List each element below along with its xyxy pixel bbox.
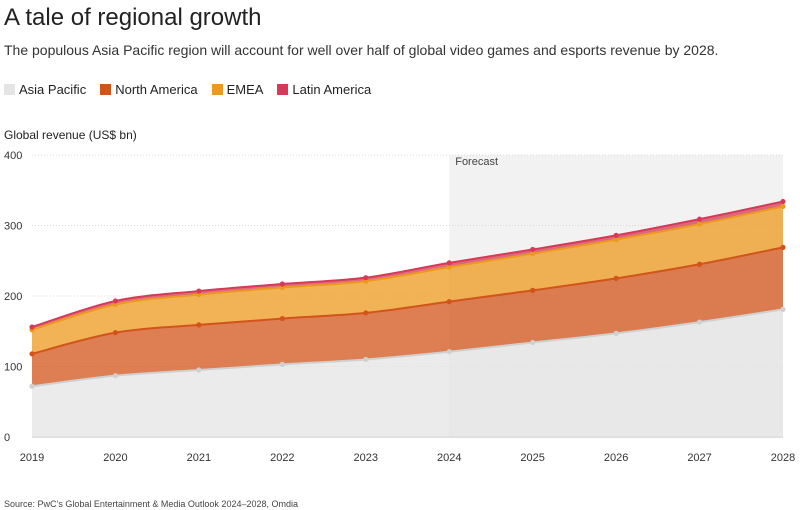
point-north-america-2020 [112,330,119,336]
y-axis-label: Global revenue (US$ bn) [4,128,137,142]
point-latin-america-2024 [446,260,452,266]
chart-subtitle: The populous Asia Pacific region will ac… [4,42,719,58]
legend-label-latin-america: Latin America [292,82,372,97]
point-asia-pacific-2019 [29,383,35,389]
line-asia-pacific [31,308,784,388]
legend-label-asia-pacific: Asia Pacific [19,82,87,97]
line-latin-america [31,200,784,328]
point-emea-2028 [780,203,786,210]
legend-item-north-america: North America [100,82,198,97]
point-asia-pacific-2021 [196,367,202,373]
legend-item-asia-pacific: Asia Pacific [4,82,86,97]
point-latin-america-2020 [112,298,119,304]
point-emea-2025 [530,251,536,257]
point-latin-america-2022 [279,281,285,287]
point-latin-america-2023 [363,275,369,281]
point-asia-pacific-2022 [279,361,285,367]
point-latin-america-2026 [613,232,619,238]
legend-item-emea: EMEA [211,82,264,97]
point-asia-pacific-2020 [112,373,119,379]
x-tick-label-2023: 2023 [354,452,378,464]
point-asia-pacific-2024 [446,349,452,355]
point-asia-pacific-2026 [613,330,619,336]
area-asia-pacific [32,309,783,437]
y-tick-label-200: 200 [4,291,22,303]
point-asia-pacific-2023 [363,356,369,363]
point-emea-2024 [446,264,452,270]
point-asia-pacific-2028 [780,306,786,312]
point-north-america-2025 [530,287,536,293]
legend-item-latin-america: Latin America [277,82,371,97]
point-north-america-2028 [780,244,786,250]
point-emea-2027 [696,221,703,227]
line-emea [31,205,784,331]
x-tick-label-2024: 2024 [437,452,461,464]
legend-label-north-america: North America [115,82,198,97]
point-latin-america-2021 [196,288,202,294]
legend-swatch-north-america [100,84,112,95]
forecast-label: Forecast [455,156,498,168]
point-emea-2026 [613,237,619,243]
point-north-america-2023 [363,310,369,316]
point-north-america-2024 [446,299,452,305]
y-tick-label-400: 400 [4,150,22,162]
legend-swatch-emea [211,84,223,95]
source-note: Source: PwC’s Global Entertainment & Med… [4,499,298,509]
y-tick-label-0: 0 [4,432,10,444]
point-latin-america-2019 [29,324,35,330]
x-tick-label-2027: 2027 [687,452,711,464]
chart-title: A tale of regional growth [4,4,262,31]
x-tick-label-2025: 2025 [520,452,544,464]
x-tick-label-2026: 2026 [604,452,628,464]
legend-swatch-latin-america [277,84,289,95]
x-tick-label-2021: 2021 [187,452,211,464]
legend: Asia Pacific North America EMEA Latin Am… [4,82,371,97]
x-tick-label-2028: 2028 [771,452,795,464]
legend-label-emea: EMEA [226,82,264,97]
point-asia-pacific-2027 [696,319,703,325]
x-tick-label-2019: 2019 [20,452,44,464]
line-north-america [31,246,784,355]
x-tick-label-2022: 2022 [270,452,294,464]
point-asia-pacific-2025 [530,339,536,346]
point-north-america-2019 [29,351,35,357]
point-north-america-2027 [696,261,703,267]
x-tick-label-2020: 2020 [103,452,127,464]
point-latin-america-2025 [530,246,536,253]
point-north-america-2026 [613,275,619,281]
point-north-america-2022 [279,315,285,322]
y-tick-label-100: 100 [4,362,22,374]
point-north-america-2021 [196,322,202,328]
point-latin-america-2028 [780,198,786,205]
y-tick-label-300: 300 [4,221,22,233]
legend-swatch-asia-pacific [4,84,15,95]
point-latin-america-2027 [696,216,703,222]
